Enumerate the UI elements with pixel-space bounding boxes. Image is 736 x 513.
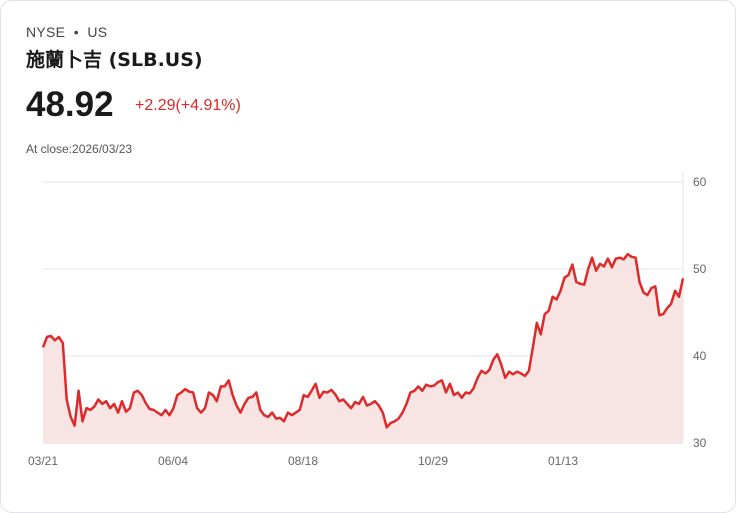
area-fill	[43, 254, 683, 443]
y-tick-label: 40	[693, 349, 707, 363]
y-tick-label: 60	[693, 175, 707, 189]
exchange: NYSE	[26, 24, 66, 40]
separator: •	[73, 24, 79, 40]
y-tick-label: 30	[693, 436, 707, 450]
exchange-line: NYSE • US	[26, 24, 107, 40]
y-tick-label: 50	[693, 262, 707, 276]
x-tick-label: 01/13	[548, 454, 578, 468]
price-line	[41, 252, 685, 429]
x-tick-label: 10/29	[418, 454, 448, 468]
x-tick-label: 08/18	[288, 454, 318, 468]
market: US	[87, 24, 108, 40]
stock-name: 施蘭卜吉 (SLB.US)	[26, 49, 203, 71]
close-date: At close:2026/03/23	[26, 142, 133, 156]
price: 48.92	[26, 85, 114, 124]
x-tick-label: 06/04	[158, 454, 188, 468]
price-change: +2.29(+4.91%)	[135, 97, 241, 114]
x-tick-label: 03/21	[28, 454, 58, 468]
